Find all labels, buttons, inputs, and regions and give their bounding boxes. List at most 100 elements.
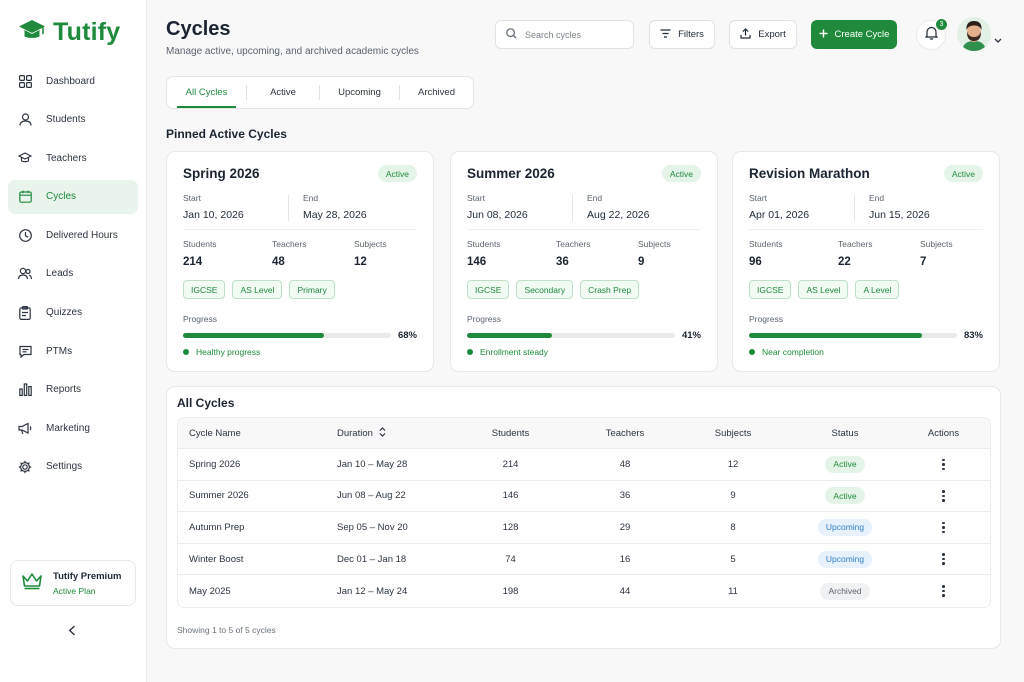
megaphone-icon — [18, 421, 32, 435]
sidebar-item-reports[interactable]: Reports — [8, 373, 138, 407]
status-cell: Archived — [785, 582, 905, 600]
sidebar-item-label: Delivered Hours — [46, 229, 118, 241]
column-header-actions: Actions — [927, 427, 960, 439]
sidebar-item-label: Quizzes — [46, 307, 83, 319]
students-label: Students — [749, 239, 783, 249]
app-logo[interactable]: Tutify — [18, 18, 120, 47]
create-cycle-button[interactable]: Create Cycle — [811, 20, 897, 49]
more-options-icon[interactable] — [938, 520, 950, 534]
students-count: 96 — [749, 256, 762, 268]
subjects-cell: 11 — [728, 585, 738, 597]
table-row[interactable]: Winter Boost Dec 01 – Jan 18 74 16 5 Upc… — [178, 544, 990, 576]
bar-chart-icon — [18, 383, 32, 397]
sidebar-item-cycles[interactable]: Cycles — [8, 179, 138, 214]
sidebar-item-marketing[interactable]: Marketing — [8, 411, 138, 445]
tab-all-cycles[interactable]: All Cycles — [167, 77, 246, 108]
table-row[interactable]: Autumn Prep Sep 05 – Nov 20 128 29 8 Upc… — [178, 512, 990, 544]
more-options-icon[interactable] — [938, 489, 950, 503]
table-row[interactable]: Summer 2026 Jun 08 – Aug 22 146 36 9 Act… — [178, 481, 990, 513]
divider — [749, 229, 983, 230]
page-subtitle: Manage active, upcoming, and archived ac… — [166, 46, 419, 57]
tab-divider — [319, 85, 320, 100]
premium-plan-card[interactable]: Tutify Premium Active Plan — [10, 560, 136, 606]
search-icon — [506, 26, 517, 44]
progress-bar — [467, 333, 675, 338]
collapse-sidebar-button[interactable] — [64, 624, 80, 640]
end-label: End — [587, 193, 603, 203]
cycle-end: End Jun 15, 2026 — [869, 193, 930, 221]
duration-cell: Dec 01 – Jan 18 — [337, 553, 407, 565]
cycle-name-cell: Winter Boost — [189, 553, 244, 565]
sidebar-item-quizzes[interactable]: Quizzes — [8, 296, 138, 330]
teachers-stat: Teachers 48 — [272, 239, 307, 268]
level-tag[interactable]: IGCSE — [749, 280, 792, 299]
sidebar: Tutify Dashboard Students Teachers Cycle… — [0, 0, 147, 682]
column-header-cycle-name[interactable]: Cycle Name — [189, 427, 241, 439]
level-tag[interactable]: AS Level — [232, 280, 283, 299]
level-tag[interactable]: Primary — [289, 280, 335, 299]
more-options-icon[interactable] — [938, 552, 950, 566]
start-date: Jun 08, 2026 — [467, 209, 528, 221]
sidebar-item-label: Leads — [46, 268, 74, 280]
chevron-down-icon[interactable] — [994, 30, 1002, 48]
progress-bar-fill — [749, 333, 922, 338]
filters-button[interactable]: Filters — [649, 20, 715, 49]
sidebar-item-students[interactable]: Students — [8, 103, 138, 137]
column-header-status[interactable]: Status — [831, 427, 859, 439]
progress-percent: 41% — [681, 330, 701, 341]
students-cell: 146 — [502, 490, 519, 502]
avatar[interactable] — [957, 17, 991, 51]
level-tag[interactable]: IGCSE — [183, 280, 226, 299]
notifications-button[interactable]: 3 — [916, 18, 948, 50]
end-date: Aug 22, 2026 — [587, 209, 650, 221]
table-row[interactable]: Spring 2026 Jan 10 – May 28 214 48 12 Ac… — [178, 449, 990, 481]
more-options-icon[interactable] — [938, 457, 950, 471]
teachers-label: Teachers — [556, 239, 591, 249]
tab-active[interactable]: Active — [270, 87, 296, 98]
sidebar-item-settings[interactable]: Settings — [8, 450, 138, 484]
level-tag[interactable]: IGCSE — [467, 280, 510, 299]
column-header-teachers[interactable]: Teachers — [605, 427, 645, 439]
duration-cell: Jan 12 – May 24 — [337, 585, 408, 597]
search-input[interactable] — [525, 29, 625, 40]
column-header-duration[interactable]: Duration — [337, 426, 452, 440]
sidebar-item-label: Teachers — [46, 152, 87, 164]
sort-icon[interactable] — [379, 426, 386, 440]
table-row[interactable]: May 2025 Jan 12 – May 24 198 44 11 Archi… — [178, 575, 990, 607]
sidebar-item-teachers[interactable]: Teachers — [8, 141, 138, 175]
level-tag[interactable]: AS Level — [798, 280, 849, 299]
teachers-cell: 36 — [619, 490, 631, 502]
duration-header-label: Duration — [337, 427, 373, 439]
divider — [467, 229, 701, 230]
create-cycle-label: Create Cycle — [834, 29, 890, 40]
status-badge: Upcoming — [817, 550, 873, 568]
tab-upcoming[interactable]: Upcoming — [338, 87, 381, 98]
pinned-cycle-card-revision-marathon[interactable]: Revision Marathon Active Start Apr 01, 2… — [732, 151, 1000, 372]
column-header-students[interactable]: Students — [491, 427, 530, 439]
duration-cell: Jan 10 – May 28 — [337, 458, 408, 470]
level-tag[interactable]: Secondary — [516, 280, 574, 299]
tab-archived[interactable]: Archived — [418, 87, 455, 98]
sidebar-item-ptms[interactable]: PTMs — [8, 334, 138, 368]
subjects-cell: 5 — [730, 553, 736, 565]
level-tag[interactable]: Crash Prep — [580, 280, 640, 299]
end-label: End — [869, 193, 885, 203]
pinned-cycle-card-spring-2026[interactable]: Spring 2026 Active Start Jan 10, 2026 En… — [166, 151, 434, 372]
more-options-icon[interactable] — [938, 584, 950, 598]
graduation-cap-icon — [18, 151, 32, 165]
column-header-subjects[interactable]: Subjects — [714, 427, 752, 439]
export-button[interactable]: Export — [729, 20, 797, 49]
subjects-count: 12 — [354, 256, 367, 268]
sidebar-item-delivered-hours[interactable]: Delivered Hours — [8, 218, 138, 252]
pinned-cycle-card-summer-2026[interactable]: Summer 2026 Active Start Jun 08, 2026 En… — [450, 151, 718, 372]
search-box[interactable] — [495, 20, 634, 49]
grid-icon — [18, 74, 32, 88]
actions-cell — [905, 584, 982, 598]
teachers-label: Teachers — [272, 239, 307, 249]
sidebar-item-leads[interactable]: Leads — [8, 257, 138, 291]
level-tag[interactable]: A Level — [855, 280, 900, 299]
sidebar-item-dashboard[interactable]: Dashboard — [8, 64, 138, 98]
cycle-name-cell: Autumn Prep — [189, 521, 245, 533]
health-text: Healthy progress — [196, 347, 261, 357]
students-count: 214 — [183, 256, 203, 268]
